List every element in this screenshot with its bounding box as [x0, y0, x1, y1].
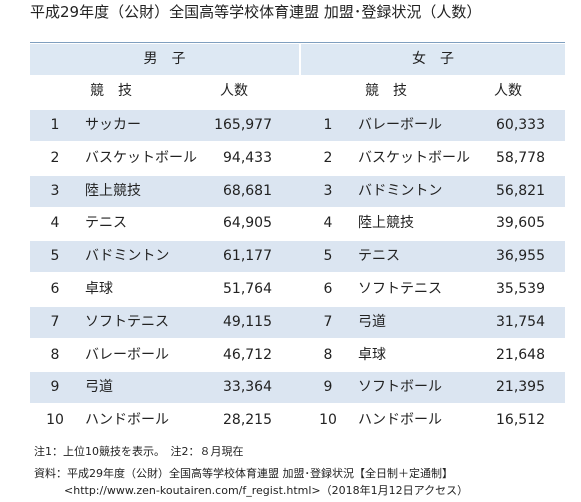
group-header: 男 子女 子: [30, 44, 565, 75]
title: 平成29年度（公財）全国高等学校体育連盟 加盟･登録状況（人数）: [30, 3, 482, 21]
rank: 3: [50, 182, 60, 199]
count: 165,977: [214, 117, 272, 133]
table-row: 6 卓球 51,764 6 ソフトテニス 35,539: [30, 274, 565, 305]
count: 61,177: [223, 248, 272, 265]
sport: 弓道: [85, 379, 113, 396]
divider: [299, 44, 301, 75]
rank: 9: [50, 379, 60, 396]
count: 35,539: [496, 281, 545, 297]
sport: 卓球: [85, 281, 113, 297]
sport: バスケットボール: [85, 149, 197, 166]
sport: バドミントン: [358, 182, 443, 199]
sport: バドミントン: [85, 248, 170, 265]
rank: 8: [323, 346, 333, 363]
sport: ハンドボール: [358, 412, 442, 429]
table-row: 1 サッカー 165,977 1 バレーボール 60,333: [30, 110, 565, 141]
rank: 5: [50, 248, 60, 265]
count: 94,433: [223, 149, 272, 166]
count: 36,955: [496, 248, 545, 265]
header-label: 競 技: [365, 83, 407, 99]
rank: 10: [46, 412, 64, 429]
sport: バスケットボール: [358, 149, 470, 166]
count: 51,764: [223, 281, 272, 297]
source-url: <http://www.zen-koutairen.com/f_regist.h…: [64, 484, 469, 497]
rank: 4: [50, 215, 60, 232]
rank: 8: [50, 346, 60, 363]
rank: 1: [50, 117, 60, 133]
rank: 1: [323, 117, 333, 133]
table-row: 8 バレーボール 46,712 8 卓球 21,648: [30, 340, 565, 371]
count: 21,648: [496, 346, 545, 363]
header-label: 競 技: [90, 83, 132, 99]
rank: 3: [323, 182, 333, 199]
sport: バレーボール: [85, 346, 169, 363]
source: 資料：平成29年度（公財）全国高等学校体育連盟 加盟･登録状況【全日制＋定通制】: [34, 467, 453, 480]
count: 64,905: [223, 215, 272, 232]
count: 46,712: [223, 346, 272, 363]
count: 16,512: [496, 412, 545, 429]
count: 39,605: [496, 215, 545, 232]
group-label: 女 子: [412, 51, 454, 67]
column-header: 競 技 人数 競 技 人数: [30, 76, 565, 107]
sport: ソフトテニス: [85, 313, 169, 330]
header-label: 人数: [494, 83, 522, 99]
rank: 4: [323, 215, 333, 232]
sport: ソフトボール: [358, 379, 442, 396]
rank: 5: [323, 248, 333, 265]
sport: サッカー: [85, 117, 141, 133]
sport: 卓球: [358, 346, 386, 363]
table-row: 5 バドミントン 61,177 5 テニス 36,955: [30, 241, 565, 273]
count: 58,778: [496, 149, 545, 166]
count: 56,821: [496, 182, 545, 199]
sport: 陸上競技: [358, 215, 414, 232]
rank: 7: [50, 313, 60, 330]
sport: ハンドボール: [85, 412, 169, 429]
count: 31,754: [496, 313, 545, 330]
table-row: 4 テニス 64,905 4 陸上競技 39,605: [30, 208, 565, 239]
table-row: 9 弓道 33,364 9 ソフトボール 21,395: [30, 372, 565, 404]
table-row: 3 陸上競技 68,681 3 バドミントン 56,821: [30, 175, 565, 207]
table-row: 2 バスケットボール 94,433 2 バスケットボール 58,778: [30, 143, 565, 174]
count: 21,395: [496, 379, 545, 396]
rank: 7: [323, 313, 333, 330]
rank: 9: [323, 379, 333, 396]
sport: テニス: [85, 215, 127, 232]
group-label: 男 子: [143, 51, 186, 67]
count: 33,364: [223, 379, 272, 396]
sport: テニス: [358, 248, 400, 265]
rank: 2: [50, 149, 60, 166]
count: 49,115: [223, 313, 272, 330]
rank: 6: [50, 281, 60, 297]
count: 68,681: [223, 182, 272, 199]
count: 28,215: [223, 412, 272, 429]
count: 60,333: [496, 117, 545, 133]
header-label: 人数: [220, 83, 248, 99]
rank: 6: [323, 281, 333, 297]
rule: [30, 42, 565, 43]
sport: ソフトテニス: [358, 281, 442, 297]
table-row: 10 ハンドボール 28,215 10 ハンドボール 16,512: [30, 405, 565, 436]
sport: バレーボール: [358, 117, 442, 133]
sport: 陸上競技: [85, 182, 141, 199]
rank: 10: [319, 412, 337, 429]
rank: 2: [323, 149, 333, 166]
sport: 弓道: [358, 313, 386, 330]
table-row: 7 ソフトテニス 49,115 7 弓道 31,754: [30, 306, 565, 338]
notes: 注1：上位10競技を表示。 注2：８月現在: [34, 445, 244, 458]
